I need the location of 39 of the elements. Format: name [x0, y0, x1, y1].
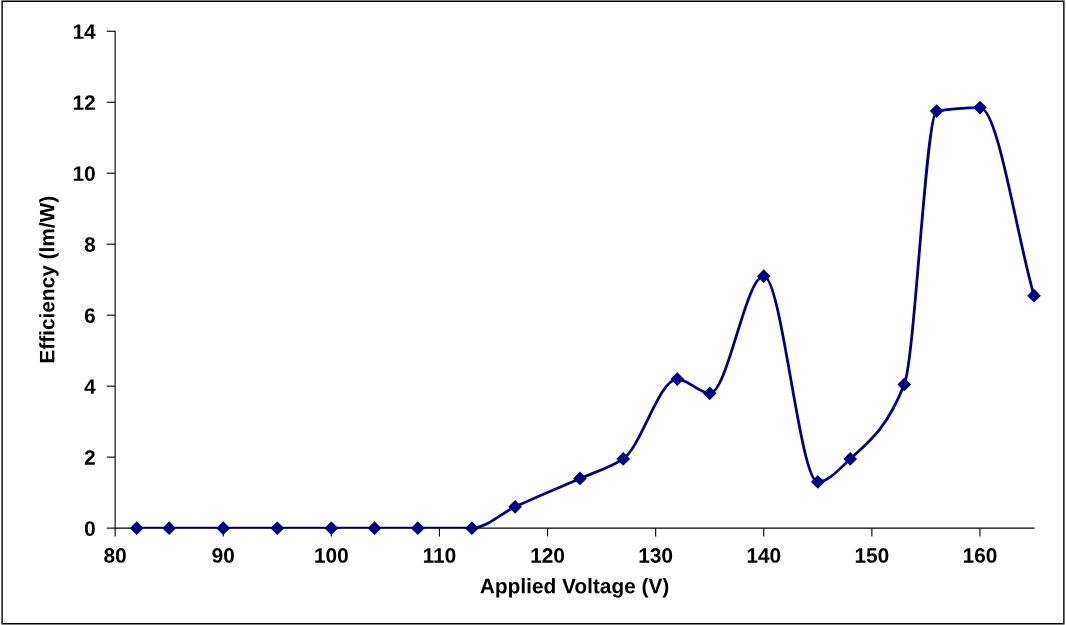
point	[811, 475, 825, 489]
point	[508, 500, 522, 514]
point	[216, 521, 230, 535]
point	[324, 521, 338, 535]
point	[162, 521, 176, 535]
point	[757, 269, 771, 283]
y-tick-label: 2	[84, 450, 95, 465]
point	[973, 100, 987, 115]
y-tick-label: 14	[73, 24, 96, 39]
x-axis-title: Applied Voltage (V)	[480, 578, 669, 598]
point	[897, 377, 911, 391]
point	[670, 372, 684, 386]
x-tick-label: 90	[212, 548, 234, 563]
point	[843, 452, 857, 466]
point	[367, 521, 382, 535]
point	[411, 521, 425, 535]
y-tick-label: 10	[73, 166, 95, 181]
x-tick-label: 130	[639, 548, 673, 563]
y-tick-label: 4	[84, 379, 96, 394]
point	[270, 521, 284, 535]
x-tick-label: 160	[963, 548, 997, 563]
x-tick-label: 140	[747, 548, 781, 563]
x-tick-label: 80	[104, 548, 126, 563]
point	[703, 386, 717, 400]
point	[130, 521, 144, 535]
y-axis-title: Efficiency (lm/W)	[39, 196, 59, 363]
point	[1027, 289, 1041, 303]
y-tick-label: 12	[73, 95, 95, 110]
x-tick-label: 100	[315, 548, 348, 563]
x-tick-label: 110	[423, 548, 456, 563]
y-tick-label: 6	[84, 308, 95, 323]
point	[465, 521, 479, 535]
y-tick-label: 8	[84, 237, 96, 252]
x-tick-label: 120	[531, 548, 565, 563]
y-tick-label: 0	[84, 521, 95, 536]
point	[573, 471, 587, 486]
x-tick-label: 150	[855, 548, 889, 563]
point	[616, 452, 630, 466]
point	[930, 104, 944, 118]
